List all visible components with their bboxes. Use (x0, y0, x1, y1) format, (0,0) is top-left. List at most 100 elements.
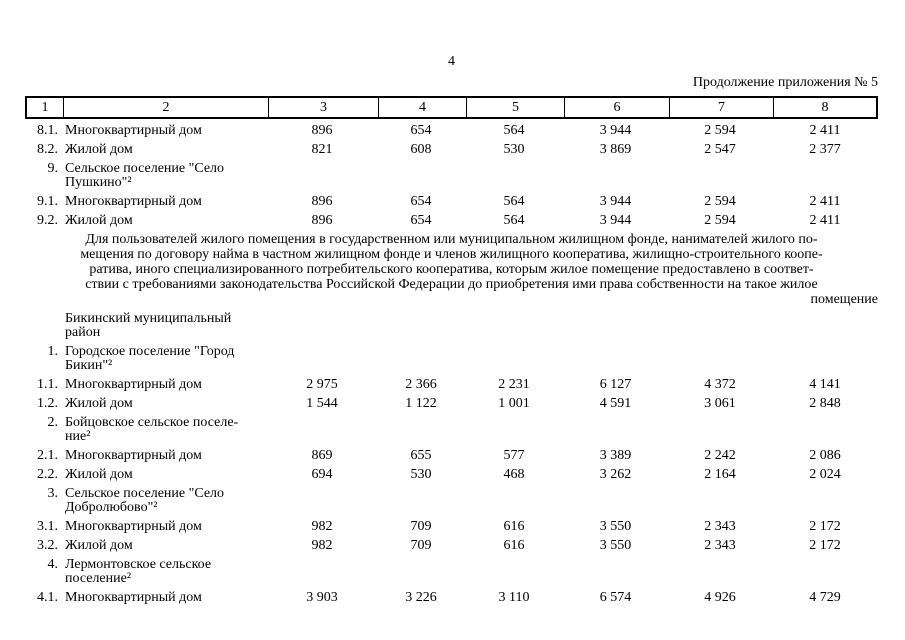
table-rows-bottom: Бикинский муниципальный район 1. Городское… (25, 312, 878, 605)
row-number: 9.2. (37, 213, 58, 228)
row-value (465, 558, 563, 586)
row-value: 2 848 (809, 396, 841, 411)
table-row: 3.2. Жилой дом 982 709 616 3 550 2 343 2 172 (25, 539, 878, 553)
row-value: 896 (311, 213, 333, 228)
row-number: 8.2. (37, 142, 58, 157)
row-label: Жилой дом (65, 467, 133, 482)
table-header-cell: 5 (467, 98, 565, 117)
row-value: 4 141 (809, 377, 841, 392)
row-number: 8.1. (37, 123, 58, 138)
row-value: 3 226 (405, 590, 437, 605)
row-number (25, 312, 62, 340)
table-row: 2.2. Жилой дом 694 530 468 3 262 2 164 2 024 (25, 468, 878, 482)
row-number: 1. (47, 344, 59, 359)
row-value (772, 345, 878, 373)
row-value (772, 162, 878, 190)
row-value (772, 312, 878, 340)
row-value: 655 (410, 448, 432, 463)
row-value: 564 (503, 123, 525, 138)
table-header-cell: 7 (670, 98, 774, 117)
row-value (772, 416, 878, 444)
row-value (563, 162, 668, 190)
row-value (668, 312, 772, 340)
row-value: 2 594 (704, 213, 736, 228)
table-row: 8.2. Жилой дом 821 608 530 3 869 2 547 2 377 (25, 143, 878, 157)
note-line: помещение (810, 292, 879, 307)
row-value (267, 487, 377, 515)
row-value: 3 944 (599, 194, 632, 209)
row-value: 2 411 (809, 213, 841, 228)
row-value (465, 487, 563, 515)
note-line: ствии с требованиями законодательства Ро… (85, 277, 818, 292)
row-value: 3 944 (599, 123, 632, 138)
table-row: 2. Бойцовское сельское поселе- ние² (25, 416, 878, 444)
row-value: 3 869 (599, 142, 632, 157)
row-value: 2 172 (809, 519, 841, 534)
row-label: Бойцовское сельское поселе- ние² (65, 415, 239, 444)
row-value (563, 558, 668, 586)
row-value (465, 345, 563, 373)
row-value: 3 110 (498, 590, 530, 605)
note-paragraph: Для пользователей жилого помещения в гос… (25, 232, 878, 307)
table-row: 2.1. Многоквартирный дом 869 655 577 3 389 2 2… (25, 449, 878, 463)
table-header-cell: 2 (64, 98, 269, 117)
table-header-cell: 6 (565, 98, 670, 117)
row-value (267, 345, 377, 373)
row-label: Жилой дом (65, 396, 133, 411)
row-value (377, 416, 465, 444)
row-value (377, 345, 465, 373)
row-value: 2 242 (704, 448, 736, 463)
row-value: 1 544 (306, 396, 338, 411)
row-value: 654 (410, 194, 432, 209)
row-label: Многоквартирный дом (65, 519, 202, 534)
row-value: 577 (503, 448, 525, 463)
row-value: 869 (311, 448, 333, 463)
row-value: 2 164 (704, 467, 736, 482)
row-value: 2 343 (704, 519, 736, 534)
row-value (267, 312, 377, 340)
row-value: 4 591 (599, 396, 632, 411)
row-number: 2. (47, 415, 59, 430)
row-value (772, 487, 878, 515)
row-value (377, 487, 465, 515)
row-number: 1.1. (37, 377, 58, 392)
row-value: 982 (311, 519, 333, 534)
row-value: 1 122 (405, 396, 437, 411)
row-value (465, 162, 563, 190)
row-value: 2 411 (809, 123, 841, 138)
row-number: 4.1. (37, 590, 58, 605)
page-number: 4 (448, 54, 455, 69)
row-value: 3 550 (599, 519, 632, 534)
row-number: 3. (47, 486, 59, 501)
row-label: Городское поселение "Город Бикин"² (65, 344, 235, 373)
row-value (668, 558, 772, 586)
row-value: 2 024 (809, 467, 841, 482)
row-label: Многоквартирный дом (65, 377, 202, 392)
row-number: 4. (47, 557, 59, 572)
row-number: 9. (47, 161, 59, 176)
row-value (267, 558, 377, 586)
table-header-cell: 1 (27, 98, 64, 117)
row-value: 3 262 (599, 467, 632, 482)
row-value: 2 377 (809, 142, 841, 157)
row-value: 2 172 (809, 538, 841, 553)
table-header-cell: 4 (379, 98, 467, 117)
row-value: 564 (503, 194, 525, 209)
row-value (563, 312, 668, 340)
row-value: 896 (311, 194, 333, 209)
row-value: 2 594 (704, 194, 736, 209)
table-row: 1.1. Многоквартирный дом 2 975 2 366 2 231 6 … (25, 378, 878, 392)
row-value: 2 975 (306, 377, 338, 392)
row-value: 3 061 (704, 396, 736, 411)
row-value: 616 (503, 538, 525, 553)
row-value (668, 416, 772, 444)
row-number: 2.1. (37, 448, 58, 463)
row-value: 530 (410, 467, 432, 482)
row-value: 2 411 (809, 194, 841, 209)
row-label: Многоквартирный дом (65, 590, 202, 605)
row-value: 2 343 (704, 538, 736, 553)
row-value (377, 162, 465, 190)
